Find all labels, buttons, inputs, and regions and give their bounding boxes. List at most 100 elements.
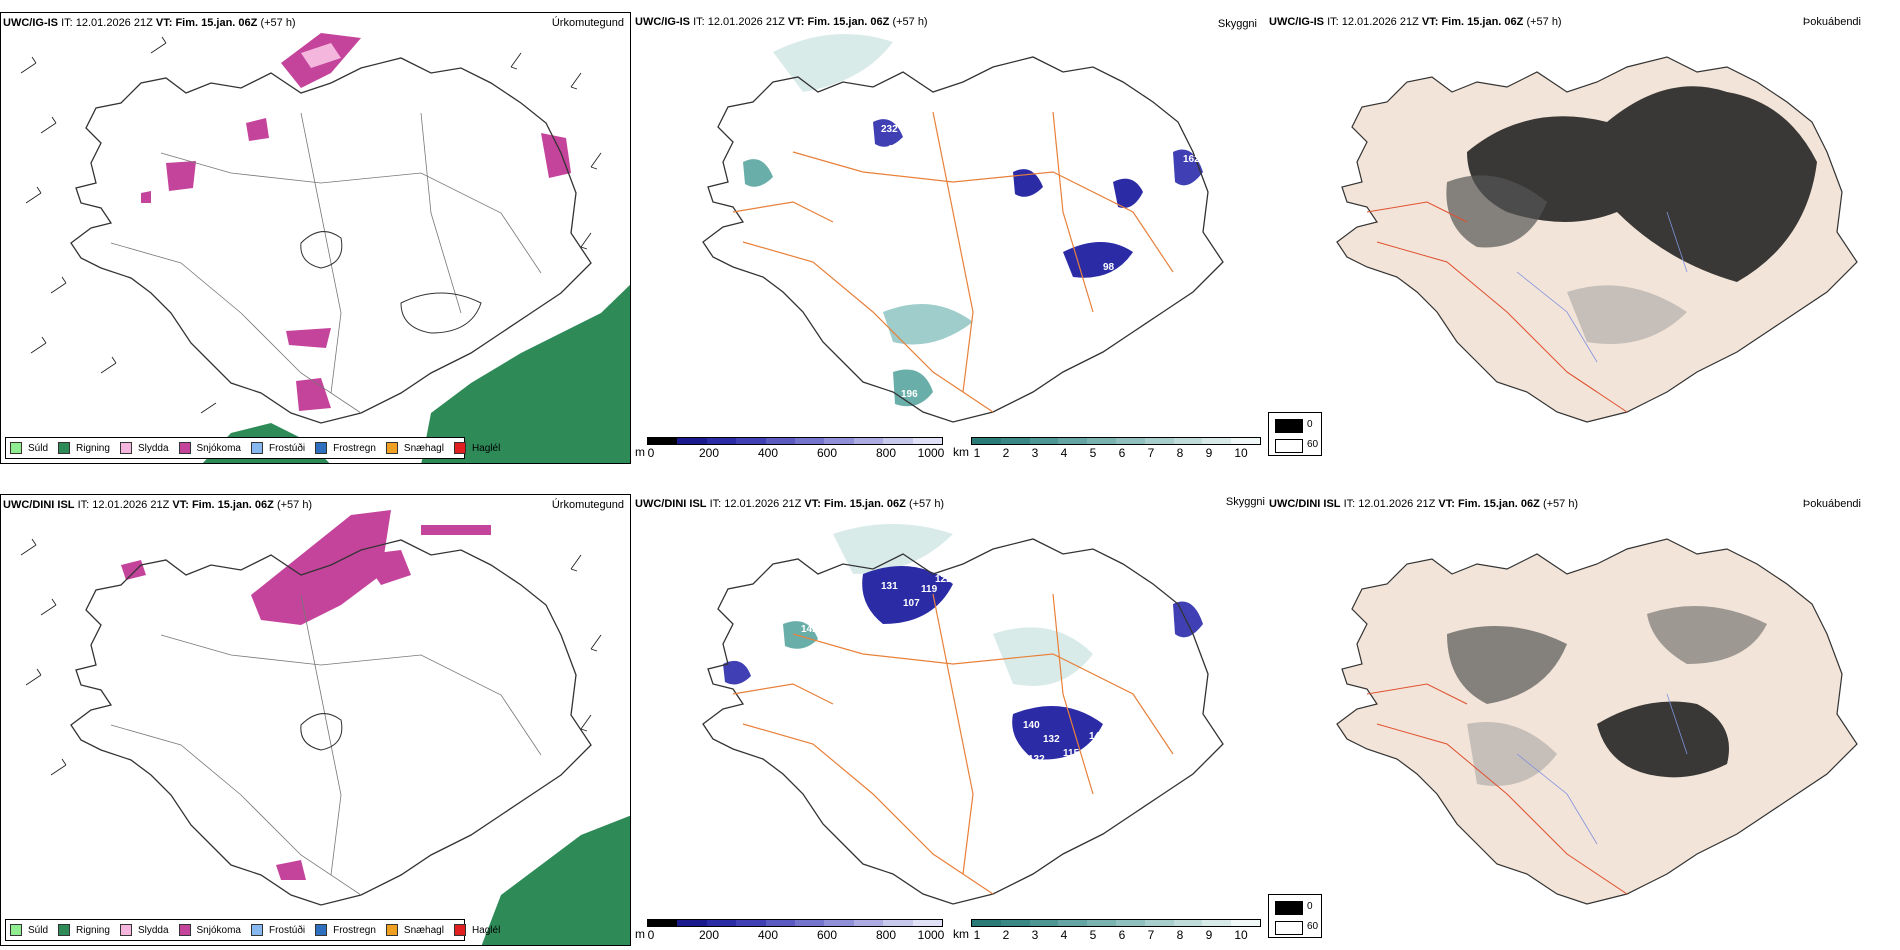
visibility-low <box>1173 601 1203 638</box>
colorbar-tick: 5 <box>1089 446 1097 460</box>
fog-light <box>1467 722 1557 786</box>
fog-haze <box>993 627 1093 686</box>
snow-area <box>141 191 151 203</box>
legend-item: Haglél <box>453 924 500 936</box>
vis-label: 122 <box>935 574 952 585</box>
legend-item: Frostregn <box>315 442 376 454</box>
legend-swatch <box>250 924 263 936</box>
fog-swatch-low <box>1275 439 1303 453</box>
fog-medium <box>1446 175 1547 248</box>
fog-swatch-high <box>1275 901 1303 915</box>
colorbar-strip <box>647 919 943 927</box>
fog-legend-bottom: 0 60 <box>1268 894 1322 938</box>
visibility-low <box>743 159 773 187</box>
colorbar-unit: km <box>953 927 969 941</box>
vis-label: 142 <box>801 624 818 635</box>
colorbar-tick: 1000 <box>917 446 945 460</box>
roads <box>732 593 1174 895</box>
legend-swatch <box>58 924 71 936</box>
colorbar-tick: 4 <box>1060 928 1068 942</box>
wind-barbs <box>20 36 602 414</box>
colorbar-tick: 0 <box>647 928 655 942</box>
panel-header: UWC/DINI ISL IT: 12.01.2026 21Z VT: Fim.… <box>1269 498 1579 510</box>
roads <box>1366 683 1628 895</box>
vis-label: 120 <box>925 678 942 689</box>
glacier-outline <box>300 231 343 269</box>
visibility-low <box>1113 178 1143 208</box>
legend-swatch <box>385 442 398 454</box>
roads <box>1366 201 1628 413</box>
iceland-coastline <box>702 538 1224 905</box>
colorbar-tick: 2 <box>1002 446 1010 460</box>
visibility-panel-bottom: 131 119 107 122 120 140 132 115 132 142 … <box>633 494 1265 946</box>
legend-item: Snjókoma <box>178 442 241 454</box>
vis-label: 131 <box>881 581 898 592</box>
visibility-colorbar-m: m 0 200 400 600 800 1000 <box>635 919 945 942</box>
vis-label: 110 <box>1175 244 1192 255</box>
fog-map-top <box>1336 56 1858 423</box>
panel-type-label: Þokuábendi <box>1802 498 1861 510</box>
iceland-land <box>1336 538 1858 905</box>
glacier-outline <box>300 713 343 751</box>
panel-header: UWC/IG-IS IT: 12.01.2026 21Z VT: Fim. 15… <box>635 16 928 28</box>
colorbar-tick: 400 <box>757 446 779 460</box>
legend-swatch <box>453 442 466 454</box>
fog-legend-label: 60 <box>1307 439 1319 450</box>
precip-map-top <box>20 33 630 463</box>
colorbar-tick: 800 <box>875 928 897 942</box>
fog-legend-label: 0 <box>1307 901 1313 912</box>
colorbar-unit: m <box>635 445 645 459</box>
fog-legend-label: 0 <box>1307 419 1313 430</box>
legend-item: Súld <box>10 442 48 454</box>
vis-label: 80 <box>1153 259 1165 270</box>
colorbar-unit: m <box>635 927 645 941</box>
colorbar-tick: 10 <box>1234 928 1248 942</box>
fog-haze <box>833 524 953 574</box>
fog-swatch-low <box>1275 921 1303 935</box>
fog-index-panel-top: UWC/IG-IS IT: 12.01.2026 21Z VT: Fim. 15… <box>1267 12 1867 464</box>
legend-swatch <box>178 442 191 454</box>
precip-map-bottom <box>20 510 630 945</box>
fog-haze <box>883 304 973 345</box>
colorbar-tick: 6 <box>1118 928 1126 942</box>
legend-swatch <box>58 442 71 454</box>
legend-item: Rigning <box>58 924 110 936</box>
colorbar-tick: 0 <box>647 446 655 460</box>
visibility-low <box>1012 706 1103 760</box>
colorbar-tick: 3 <box>1031 446 1039 460</box>
vis-label: 132 <box>1043 734 1060 745</box>
precip-type-panel-bottom: UWC/DINI ISL IT: 12.01.2026 21Z VT: Fim.… <box>0 494 631 946</box>
snow-area <box>541 133 571 178</box>
rivers <box>1516 693 1688 845</box>
colorbar-strip <box>647 437 943 445</box>
colorbar-tick: 8 <box>1176 446 1184 460</box>
colorbar-tick: 9 <box>1205 928 1213 942</box>
legend-swatch <box>315 924 328 936</box>
snow-area <box>361 550 411 585</box>
legend-swatch <box>315 442 328 454</box>
colorbar-tick: 600 <box>816 928 838 942</box>
panel-type-label: Þokuábendi <box>1802 16 1861 28</box>
panel-type-label: Skyggni <box>1217 18 1257 30</box>
legend-swatch <box>119 442 132 454</box>
colorbar-tick: 4 <box>1060 446 1068 460</box>
legend-item: Snjókoma <box>178 924 241 936</box>
precip-legend: Súld Rigning Slydda Snjókoma Frostúði Fr… <box>5 437 500 459</box>
panel-type-label: Úrkomutegund <box>551 17 624 29</box>
fog-dense <box>1597 701 1729 778</box>
legend-swatch <box>178 924 191 936</box>
colorbar-tick: 1000 <box>917 928 945 942</box>
visibility-colorbar-km: km 1 2 3 4 5 6 7 8 9 10 <box>953 919 1263 942</box>
iceland-coastline <box>70 539 592 906</box>
visibility-colorbar-km: km 1 2 3 4 5 6 7 8 9 10 <box>953 437 1263 460</box>
colorbar-tick: 7 <box>1147 446 1155 460</box>
vis-label: 78 <box>668 239 680 250</box>
snow-area <box>246 118 269 141</box>
glacier-outline <box>400 292 482 334</box>
colorbar-tick: 1 <box>973 446 981 460</box>
colorbar-unit: km <box>953 445 969 459</box>
snow-area <box>276 860 306 880</box>
vis-label: 140 <box>1023 720 1040 731</box>
colorbar-tick: 800 <box>875 446 897 460</box>
vis-label: 149 <box>1089 731 1106 742</box>
